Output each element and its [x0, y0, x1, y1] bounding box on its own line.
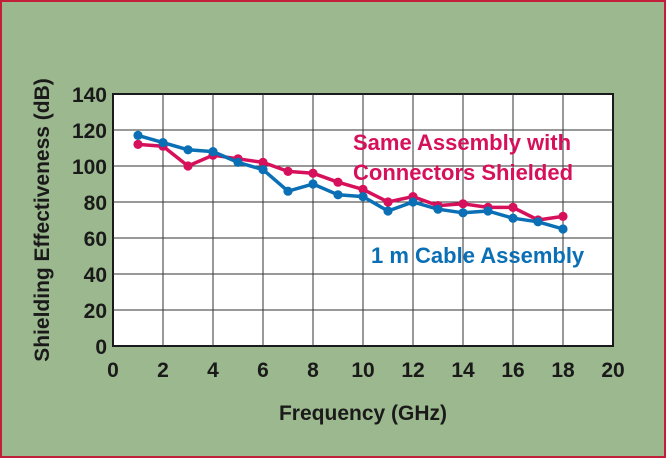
data-point-0	[558, 211, 568, 221]
y-axis-label: Shielding Effectiveness (dB)	[31, 78, 54, 362]
x-tick-label: 10	[351, 359, 374, 382]
x-tick-label: 12	[401, 359, 424, 382]
data-point-1	[358, 192, 368, 202]
y-tick-label: 100	[72, 156, 107, 179]
data-point-0	[133, 139, 143, 149]
data-point-1	[558, 224, 568, 234]
y-tick-label: 80	[84, 192, 107, 215]
data-point-1	[408, 197, 418, 207]
data-point-1	[158, 138, 168, 148]
data-point-1	[333, 190, 343, 200]
x-tick-label: 6	[257, 359, 269, 382]
data-point-0	[258, 157, 268, 167]
data-point-0	[508, 202, 518, 212]
data-point-0	[358, 184, 368, 194]
data-point-1	[533, 217, 543, 227]
data-point-0	[283, 166, 293, 176]
annotation-cable-assembly: 1 m Cable Assembly	[371, 243, 585, 268]
data-point-0	[458, 199, 468, 209]
data-point-1	[283, 186, 293, 196]
y-tick-label: 0	[95, 336, 107, 359]
annotation-shielded-line2: Connectors Shielded	[353, 160, 573, 185]
data-point-1	[208, 147, 218, 157]
data-point-1	[383, 206, 393, 216]
tick-labels: 0 2 4 6 8 10 12 14 16 18 20 0 20 40 60 80 100 120 140	[72, 84, 625, 382]
data-point-1	[258, 165, 268, 175]
data-point-1	[458, 208, 468, 218]
x-tick-label: 8	[307, 359, 319, 382]
data-point-1	[308, 179, 318, 189]
data-point-1	[508, 213, 518, 223]
x-tick-label: 16	[501, 359, 524, 382]
data-series	[133, 130, 568, 234]
data-point-0	[183, 161, 193, 171]
data-point-1	[433, 204, 443, 214]
grid	[113, 94, 613, 346]
x-tick-label: 14	[451, 359, 475, 382]
data-point-1	[133, 130, 143, 140]
y-tick-label: 120	[72, 120, 107, 143]
x-tick-label: 20	[601, 359, 624, 382]
y-tick-label: 140	[72, 84, 107, 107]
data-point-1	[483, 206, 493, 216]
y-tick-label: 40	[84, 264, 107, 287]
y-tick-label: 20	[84, 300, 107, 323]
y-tick-label: 60	[84, 228, 107, 251]
x-tick-label: 2	[157, 359, 169, 382]
x-tick-label: 4	[207, 359, 219, 382]
x-axis-label: Frequency (GHz)	[279, 402, 447, 425]
data-point-0	[383, 197, 393, 207]
x-tick-label: 0	[107, 359, 119, 382]
data-point-1	[233, 157, 243, 167]
x-tick-label: 18	[551, 359, 575, 382]
data-point-1	[183, 145, 193, 155]
annotation-shielded-line1: Same Assembly with	[353, 130, 571, 155]
data-point-0	[333, 177, 343, 187]
data-point-0	[308, 168, 318, 178]
